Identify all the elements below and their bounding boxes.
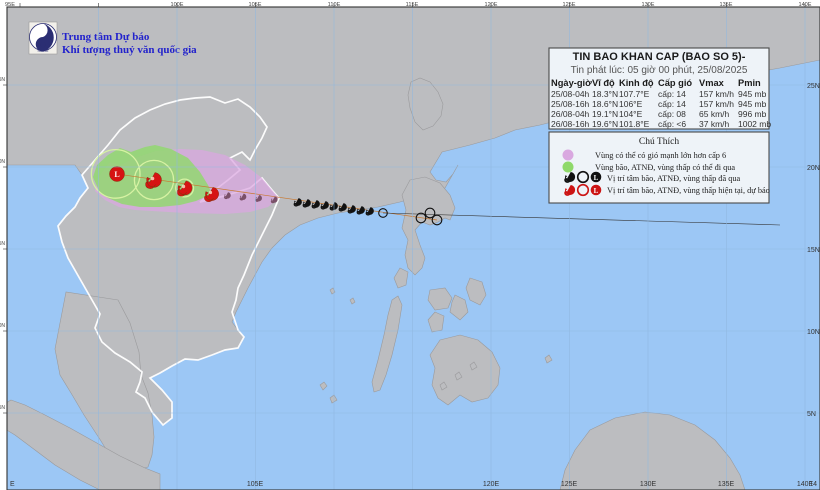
svg-text:Vùng có thể có gió mạnh lớn hơ: Vùng có thể có gió mạnh lớn hơn cấp 6 [595, 151, 726, 160]
svg-text:18.6°N: 18.6°N [592, 99, 618, 109]
svg-text:37 km/h: 37 km/h [699, 119, 730, 129]
svg-text:140E: 140E [798, 2, 811, 8]
svg-text:NCHMF: NCHMF [38, 49, 49, 53]
svg-text:15N: 15N [807, 247, 820, 254]
svg-text:Tin phát lúc: 05 giờ 00 phút,: Tin phát lúc: 05 giờ 00 phút, 25/08/2025 [571, 65, 748, 76]
svg-text:157 km/h: 157 km/h [699, 89, 734, 99]
svg-text:Vị trí tâm bão, ATNĐ, vùng thấ: Vị trí tâm bão, ATNĐ, vùng thấp đã qua [607, 174, 741, 183]
svg-text:157 km/h: 157 km/h [699, 99, 734, 109]
svg-text:100E: 100E [170, 2, 183, 8]
svg-text:Vmax: Vmax [699, 78, 725, 88]
svg-text:135E: 135E [718, 481, 735, 488]
svg-text:cấp: 08: cấp: 08 [658, 109, 686, 119]
svg-text:106°E: 106°E [619, 99, 643, 109]
svg-text:115E: 115E [406, 2, 419, 8]
svg-text:cấp: 14: cấp: 14 [658, 99, 686, 109]
svg-text:10N: 10N [807, 329, 820, 336]
svg-text:cấp: 14: cấp: 14 [658, 89, 686, 99]
svg-text:95E: 95E [5, 2, 15, 8]
svg-text:10N: 10N [0, 323, 5, 329]
svg-text:120E: 120E [484, 2, 497, 8]
svg-text:14: 14 [809, 481, 817, 488]
svg-text:Vị trí tâm bão, ATNĐ, vùng thấ: Vị trí tâm bão, ATNĐ, vùng thấp hiện tại… [607, 186, 770, 195]
svg-text:25N: 25N [0, 77, 5, 83]
svg-text:105E: 105E [248, 2, 261, 8]
svg-text:25N: 25N [807, 83, 820, 90]
svg-text:Pmin: Pmin [738, 78, 761, 88]
svg-text:125E: 125E [561, 481, 578, 488]
svg-text:110E: 110E [328, 2, 341, 8]
svg-text:25/08-16h: 25/08-16h [551, 99, 590, 109]
svg-text:135E: 135E [719, 2, 732, 8]
svg-text:26/08-16h: 26/08-16h [551, 119, 590, 129]
svg-text:cấp: <6: cấp: <6 [658, 119, 686, 129]
svg-text:125E: 125E [562, 2, 575, 8]
svg-text:20N: 20N [807, 165, 820, 172]
svg-text:18.3°N: 18.3°N [592, 89, 618, 99]
svg-text:130E: 130E [640, 481, 657, 488]
svg-text:Cấp gió: Cấp gió [658, 78, 692, 88]
svg-text:L: L [594, 174, 599, 182]
svg-text:130E: 130E [641, 2, 654, 8]
svg-text:996 mb: 996 mb [738, 109, 767, 119]
svg-text:104°E: 104°E [619, 109, 643, 119]
svg-text:Vùng bão, ATNĐ, vùng thấp có t: Vùng bão, ATNĐ, vùng thấp có thể đi qua [595, 163, 735, 172]
svg-text:19.1°N: 19.1°N [592, 109, 618, 119]
svg-text:Ngày-giờ: Ngày-giờ [551, 78, 592, 88]
svg-text:25/08-04h: 25/08-04h [551, 89, 590, 99]
svg-text:15N: 15N [0, 241, 5, 247]
svg-text:Vĩ độ: Vĩ độ [592, 78, 615, 88]
svg-text:107.7°E: 107.7°E [619, 89, 650, 99]
svg-text:5N: 5N [0, 405, 5, 411]
svg-text:L: L [114, 170, 119, 179]
svg-text:E: E [10, 481, 15, 488]
svg-text:26/08-04h: 26/08-04h [551, 109, 590, 119]
svg-text:5N: 5N [807, 411, 816, 418]
svg-text:1002 mb: 1002 mb [738, 119, 771, 129]
svg-text:L: L [594, 187, 599, 195]
svg-text:945 mb: 945 mb [738, 99, 767, 109]
svg-text:Chú Thích: Chú Thích [639, 137, 679, 147]
svg-text:19.6°N: 19.6°N [592, 119, 618, 129]
svg-text:TIN BAO KHAN CAP (BAO SO 5)-: TIN BAO KHAN CAP (BAO SO 5)- [573, 51, 746, 63]
svg-text:945 mb: 945 mb [738, 89, 767, 99]
svg-text:Kinh độ: Kinh độ [619, 78, 654, 88]
svg-text:Trung tâm Dự báo: Trung tâm Dự báo [62, 31, 150, 43]
svg-text:120E: 120E [483, 481, 500, 488]
svg-text:105E: 105E [247, 481, 264, 488]
svg-text:65 km/h: 65 km/h [699, 109, 730, 119]
svg-text:20N: 20N [0, 159, 5, 165]
svg-text:101.8°E: 101.8°E [619, 119, 650, 129]
